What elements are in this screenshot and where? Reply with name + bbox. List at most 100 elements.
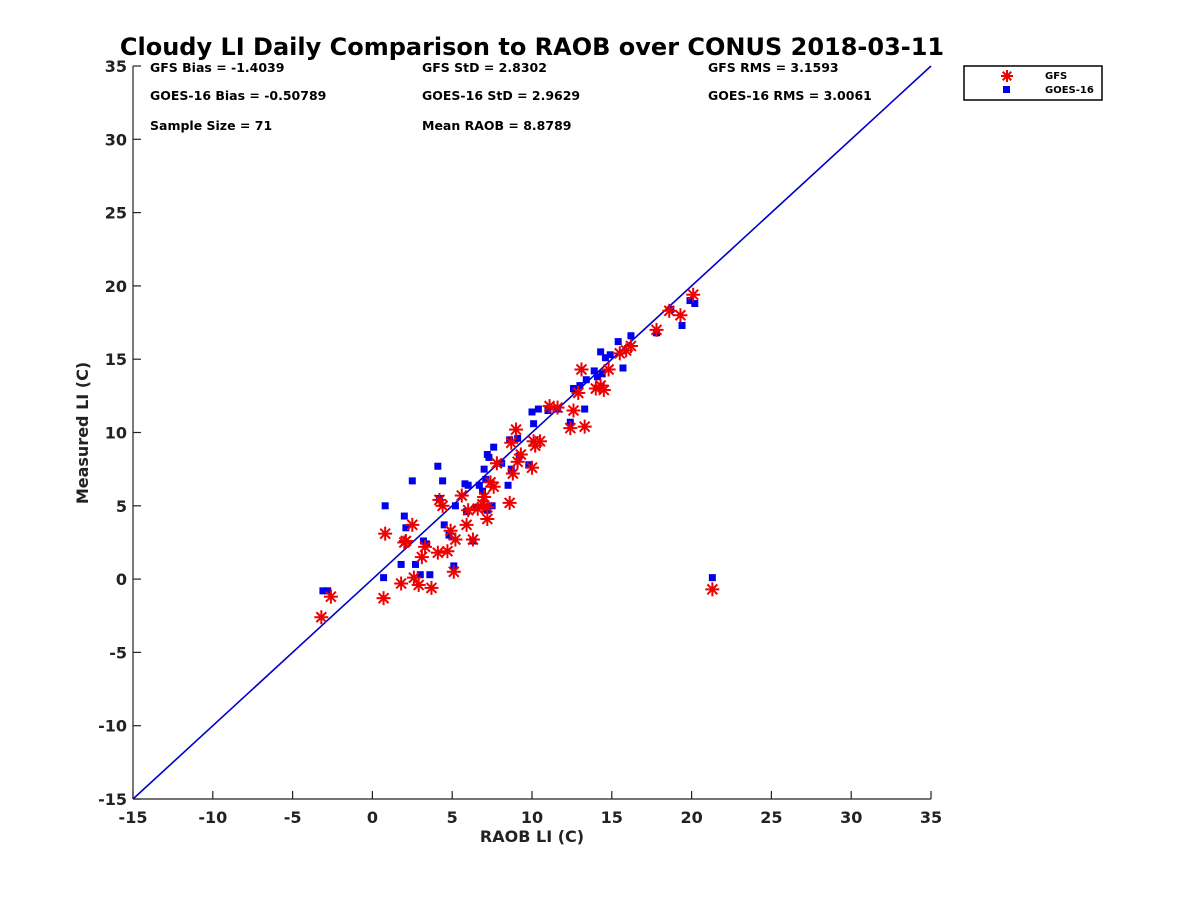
goes16-point <box>582 376 590 384</box>
gfs-point <box>465 532 480 547</box>
asterisk-stroke <box>515 448 527 461</box>
goes16-point <box>598 370 606 378</box>
gfs-point <box>459 517 474 532</box>
asterisk-stroke <box>444 525 457 537</box>
asterisk-stroke <box>572 387 584 399</box>
goes16-point <box>485 453 493 461</box>
goes16-point <box>708 574 716 582</box>
gfs-point <box>532 434 547 449</box>
goes16-point <box>619 364 627 372</box>
asterisk-stroke <box>650 324 663 336</box>
goes16-point <box>416 571 424 579</box>
asterisk-stroke <box>441 545 454 557</box>
asterisk-stroke <box>413 579 425 591</box>
gfs-point <box>571 385 586 400</box>
gfs-point <box>406 570 421 585</box>
gfs-point <box>649 322 664 337</box>
gfs-point <box>574 362 589 377</box>
goes16-point <box>402 524 410 532</box>
goes16-point <box>576 382 584 390</box>
asterisk-stroke <box>432 547 444 559</box>
goes16-point <box>678 321 686 329</box>
asterisk-stroke <box>325 591 337 603</box>
asterisk-stroke <box>507 467 519 480</box>
gfs-point <box>378 526 393 541</box>
goes16-point <box>597 348 605 356</box>
asterisk-stroke <box>602 363 615 376</box>
goes16-point <box>530 420 538 428</box>
gfs-point <box>502 495 517 510</box>
goes16-point <box>381 502 389 510</box>
goes16-point <box>439 477 447 485</box>
goes16-point <box>440 521 448 529</box>
asterisk-stroke <box>476 498 489 511</box>
y-tick-label: 10 <box>105 424 127 443</box>
y-tick-label: 15 <box>105 350 127 369</box>
goes16-point <box>614 338 622 346</box>
gfs-point <box>323 589 338 604</box>
gfs-point <box>525 460 539 475</box>
gfs-point <box>430 545 445 560</box>
chart-title: Cloudy LI Daily Comparison to RAOB over … <box>120 33 944 61</box>
asterisk-stroke <box>460 519 473 531</box>
goes16-point <box>479 487 487 495</box>
gfs-point <box>405 517 420 532</box>
gfs-point <box>662 303 677 318</box>
x-axis-label: RAOB LI (C) <box>480 827 584 846</box>
gfs-point <box>563 421 578 436</box>
stat-text: GOES-16 RMS = 3.0061 <box>708 88 872 103</box>
gfs-point <box>504 435 519 450</box>
gfs-point <box>601 362 616 377</box>
goes16-point <box>464 481 472 489</box>
gfs-point <box>623 339 638 354</box>
gfs-point <box>550 400 565 415</box>
goes16-point <box>445 531 453 539</box>
stat-text: Mean RAOB = 8.8789 <box>422 118 571 133</box>
y-tick-label: -10 <box>98 717 127 736</box>
x-tick-label: -5 <box>284 808 302 827</box>
gfs-point <box>513 447 528 462</box>
asterisk-stroke <box>481 513 493 525</box>
gfs-point <box>414 550 429 565</box>
legend-gfs-marker <box>1001 70 1013 82</box>
legend-box <box>963 65 1103 101</box>
legend-goes16-marker <box>1003 86 1010 93</box>
goes16-point <box>482 475 490 483</box>
y-tick-label: 25 <box>105 204 127 223</box>
goes16-point <box>434 462 442 470</box>
asterisk-stroke <box>379 527 391 540</box>
goes16-point <box>411 560 419 568</box>
gfs-point <box>398 533 413 548</box>
axes: -15 -10 -5 0 5 10 15 20 25 30 35 -15 -10 -5 0 5 10 15 20 25… <box>98 57 942 827</box>
y-axis-label: Measured LI (C) <box>73 362 92 504</box>
gfs-point <box>394 576 409 591</box>
goes16-point <box>319 587 327 595</box>
asterisk-stroke <box>663 305 675 317</box>
gfs-point <box>477 490 492 505</box>
asterisk-stroke <box>488 481 500 493</box>
goes16-point <box>426 571 434 579</box>
asterisk-stroke <box>534 435 546 447</box>
stat-text: GFS RMS = 3.1593 <box>708 60 839 75</box>
gfs-point <box>705 582 720 597</box>
asterisk-stroke <box>478 491 490 503</box>
goes16-point <box>581 405 589 413</box>
gfs-point <box>686 287 701 302</box>
asterisk-stroke <box>467 533 479 546</box>
asterisk-stroke <box>551 401 564 414</box>
x-tick-label: 0 <box>367 808 378 827</box>
asterisk-stroke <box>505 437 517 449</box>
stat-text: GFS Bias = -1.4039 <box>150 60 284 75</box>
goes16-point <box>475 481 483 489</box>
asterisk-stroke <box>526 462 538 474</box>
goes16-point <box>397 560 405 568</box>
goes16-point <box>324 587 332 595</box>
asterisk-stroke <box>567 404 580 417</box>
gfs-point <box>314 610 329 625</box>
asterisk-stroke <box>503 497 516 509</box>
stats-block: GFS Bias = -1.4039 GFS StD = 2.8302 GFS RM… <box>150 60 872 133</box>
goes16-point <box>691 299 699 307</box>
asterisk-stroke <box>481 501 493 513</box>
asterisk-stroke <box>419 541 431 553</box>
